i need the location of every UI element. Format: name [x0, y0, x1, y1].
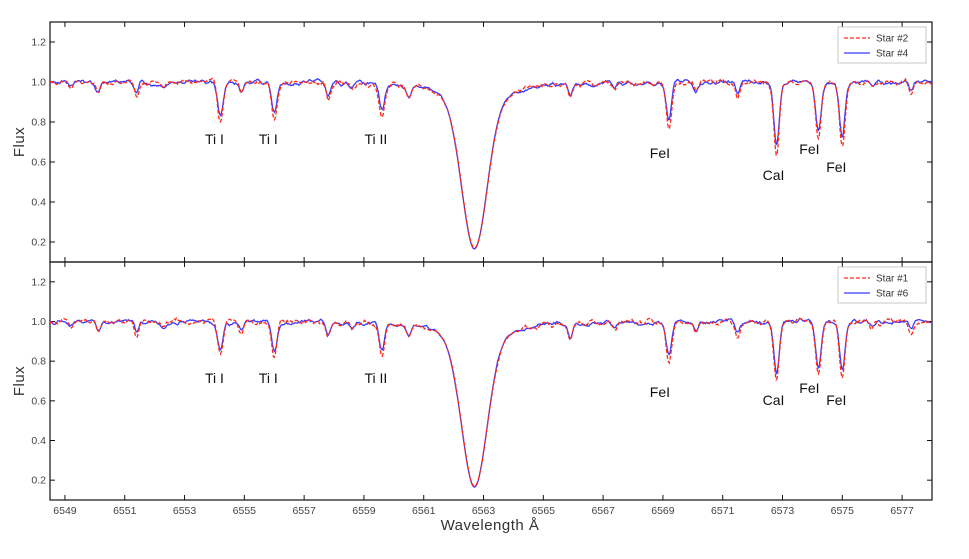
y-tick-label: 0.2 — [31, 237, 46, 249]
spectral-line-label: FeI — [826, 159, 846, 175]
spectral-line-label: Ti II — [364, 131, 387, 147]
y-tick-label: 1.0 — [31, 316, 46, 328]
spectral-line-label: Ti II — [364, 370, 387, 386]
legend-entry: Star #2 — [876, 34, 909, 45]
x-tick-label: 6577 — [890, 505, 914, 517]
spectral-line-label: FeI — [650, 384, 670, 400]
spectral-line-label: CaI — [763, 167, 785, 183]
x-tick-label: 6573 — [771, 505, 795, 517]
y-tick-label: 0.8 — [31, 117, 46, 129]
panels-layer: 0.2 0.4 0.6 0.8 1.0 1.2 Flux Ti I Ti I Ti II FeI Ca… — [11, 21, 933, 517]
y-tick-label: 0.4 — [31, 197, 46, 209]
y-tick-label: 0.2 — [31, 475, 46, 487]
y-tick-label: 0.6 — [31, 395, 46, 407]
spectral-line-label: CaI — [763, 392, 785, 408]
spectral-line-label: Ti I — [259, 131, 278, 147]
x-tick-label: 6557 — [292, 505, 316, 517]
x-tick-label: 6565 — [532, 505, 556, 517]
x-tick-label: 6575 — [831, 505, 855, 517]
legend: Star #1 Star #6 — [837, 266, 927, 304]
x-tick-label: 6563 — [472, 505, 496, 517]
series-line-star-2 — [50, 77, 932, 249]
y-tick-label: 1.0 — [31, 77, 46, 89]
y-tick-label: 0.4 — [31, 435, 46, 447]
x-tick-label: 6553 — [173, 505, 197, 517]
spectral-line-label: FeI — [650, 145, 670, 161]
x-tick-label: 6569 — [651, 505, 675, 517]
y-tick-label: 0.8 — [31, 356, 46, 368]
x-tick-label: 6567 — [591, 505, 615, 517]
y-axis-title: Flux — [11, 366, 28, 396]
spectral-line-label: FeI — [826, 392, 846, 408]
legend-box — [837, 266, 927, 304]
y-axis-title: Flux — [11, 127, 28, 157]
spectral-line-label: FeI — [799, 141, 819, 157]
y-tick-label: 0.6 — [31, 157, 46, 169]
spectral-line-label: Ti I — [259, 370, 278, 386]
series-line-star-6 — [50, 317, 932, 488]
x-axis-title: Wavelength Å — [441, 517, 540, 534]
panel-frame — [49, 261, 933, 501]
panel-1: 0.2 0.4 0.6 0.8 1.0 1.2 Flux Ti I Ti I Ti II FeI Ca… — [11, 21, 933, 263]
x-tick-label: 6555 — [233, 505, 257, 517]
x-tick-label: 6559 — [352, 505, 376, 517]
x-tick-label: 6551 — [113, 505, 137, 517]
y-tick-label: 1.2 — [31, 37, 46, 49]
panel-2: 0.2 0.4 0.6 0.8 1.0 1.2 6549 6551 6553 6555 6557 65… — [11, 261, 933, 517]
x-tick-label: 6549 — [53, 505, 77, 517]
x-tick-label: 6561 — [412, 505, 436, 517]
legend-entry: Star #4 — [876, 49, 909, 60]
legend: Star #2 Star #4 — [837, 26, 927, 64]
spectral-line-label: FeI — [799, 380, 819, 396]
legend-box — [837, 26, 927, 64]
x-tick-label: 6571 — [711, 505, 735, 517]
legend-entry: Star #1 — [876, 274, 909, 285]
legend-entry: Star #6 — [876, 289, 909, 300]
series-line-star-1 — [50, 317, 932, 488]
spectral-line-label: Ti I — [205, 370, 224, 386]
y-tick-label: 1.2 — [31, 276, 46, 288]
spectral-line-label: Ti I — [205, 131, 224, 147]
